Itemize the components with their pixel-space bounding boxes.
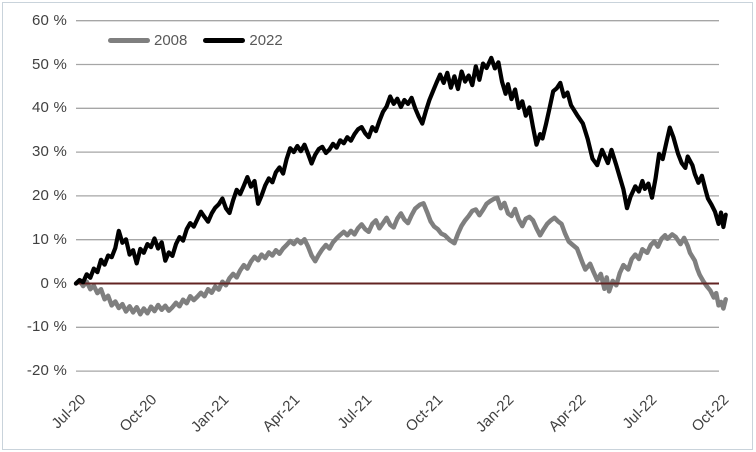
y-tick-label: 60 % (32, 11, 67, 29)
legend-label: 2022 (249, 31, 283, 49)
y-tick-label: 10 % (32, 230, 67, 248)
y-tick-label: -20 % (26, 362, 67, 380)
y-tick-label: 0 % (40, 274, 67, 292)
series-line-2008 (73, 195, 728, 317)
y-tick-label: 20 % (32, 186, 67, 204)
y-tick-label: -10 % (26, 318, 67, 336)
legend-swatch-2022 (203, 37, 246, 43)
legend: 2008 2022 (108, 31, 299, 49)
y-tick-label: 30 % (32, 143, 67, 161)
legend-label: 2008 (154, 31, 188, 49)
legend-item-2022: 2022 (203, 31, 283, 49)
legend-swatch-2008 (108, 37, 150, 43)
y-tick-label: 40 % (32, 99, 67, 117)
series-line-2022 (73, 55, 728, 286)
legend-item-2008: 2008 (108, 32, 187, 49)
y-tick-label: 50 % (32, 55, 67, 73)
